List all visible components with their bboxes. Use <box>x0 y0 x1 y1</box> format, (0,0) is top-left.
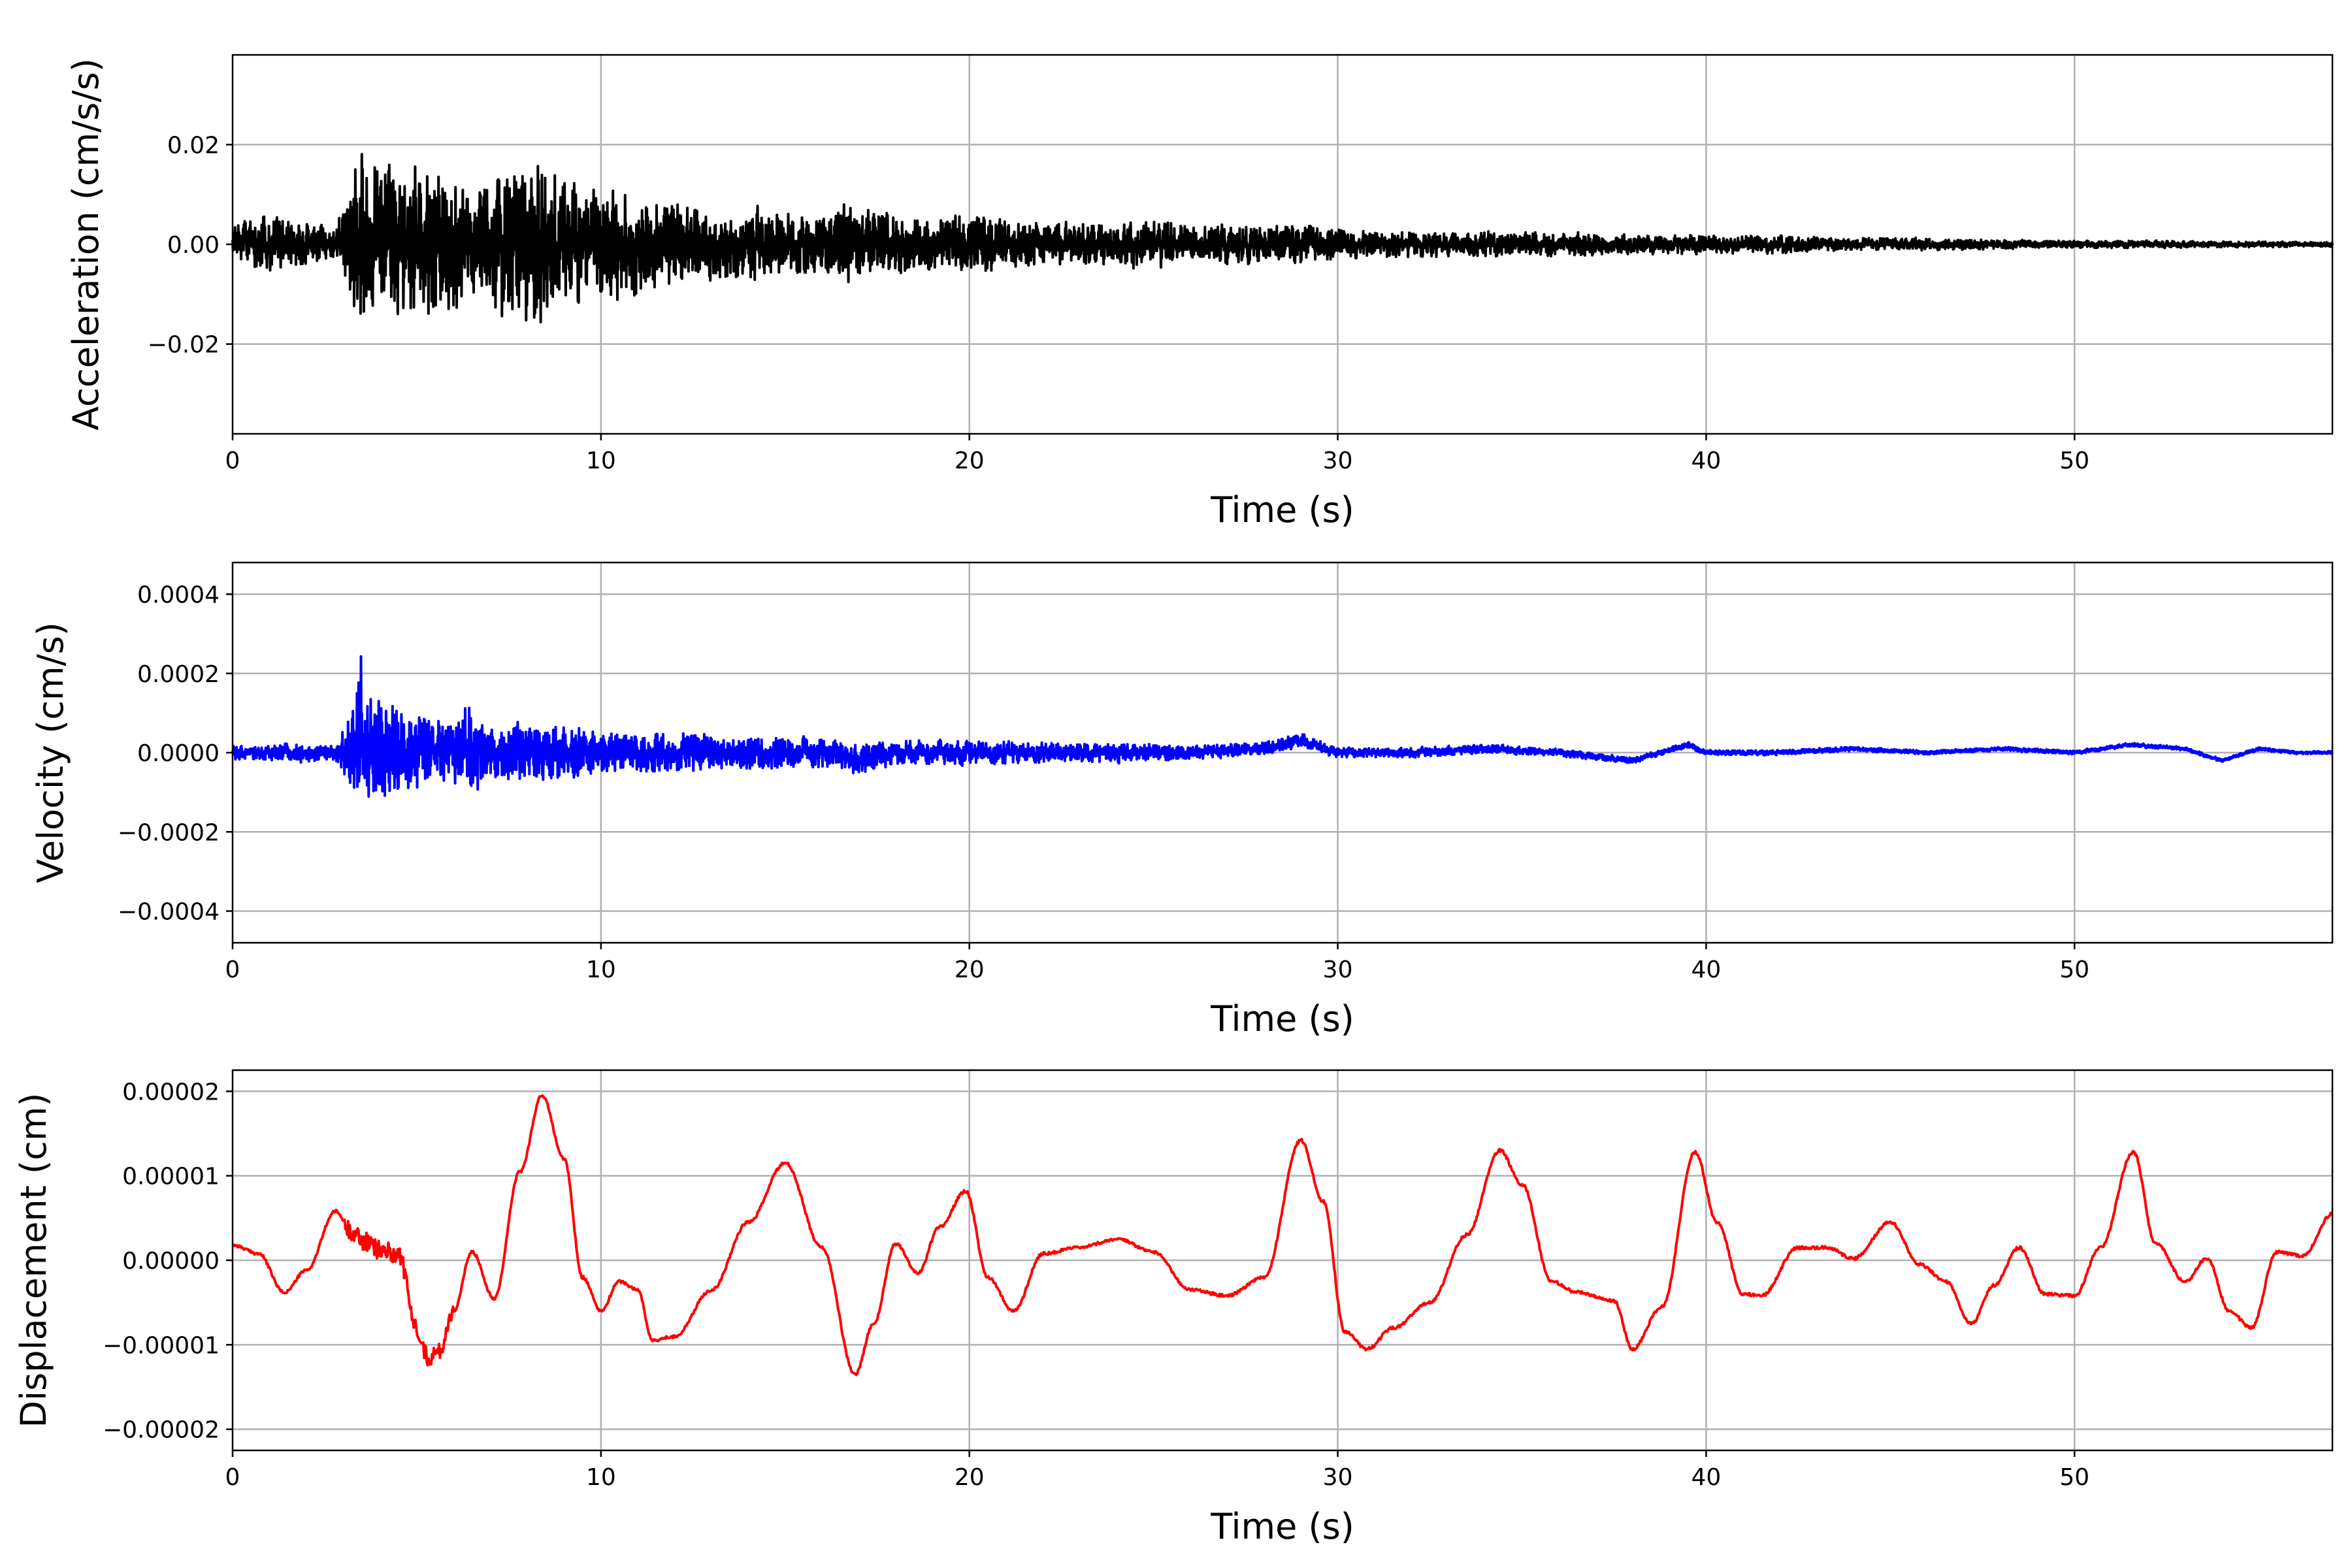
displacement-xtick-label-0: 0 <box>225 1464 240 1491</box>
displacement-xtick-label-4: 40 <box>1691 1464 1722 1491</box>
displacement-ytick-label-2: 0.00000 <box>122 1248 220 1275</box>
acceleration-ytick-label-1: 0.00 <box>167 232 220 259</box>
velocity-xtick-label-5: 50 <box>2059 956 2089 983</box>
velocity-ytick-label-3: 0.0002 <box>137 661 220 688</box>
velocity-ytick-label-1: −0.0002 <box>118 819 220 846</box>
velocity-ytick-label-4: 0.0004 <box>137 582 220 609</box>
velocity-xtick-label-1: 10 <box>586 956 616 983</box>
acceleration-xtick-label-3: 30 <box>1323 448 1353 474</box>
displacement-xtick-label-3: 30 <box>1323 1464 1353 1491</box>
acceleration-series-line <box>231 153 2334 323</box>
velocity-xtick-label-3: 30 <box>1323 956 1353 983</box>
acceleration-ytick-label-2: 0.02 <box>167 132 220 159</box>
velocity-xtick-label-0: 0 <box>225 956 240 983</box>
velocity-y-axis-label: Velocity (cm/s) <box>30 622 71 883</box>
displacement-series-line <box>232 1094 2333 1377</box>
velocity-series-line <box>231 655 2334 798</box>
velocity-ytick-label-2: 0.0000 <box>137 740 220 767</box>
acceleration-ytick-label-0: −0.02 <box>148 332 220 359</box>
velocity-ytick-label-0: −0.0004 <box>118 899 220 926</box>
acceleration-panel: 0 10 20 30 40 50 −0.02 0.00 0.02 Time (s) Accelera… <box>65 54 2334 531</box>
displacement-ytick-label-4: 0.00002 <box>122 1079 220 1105</box>
acceleration-xtick-label-4: 40 <box>1691 448 1722 474</box>
acceleration-xtick-label-5: 50 <box>2059 448 2089 474</box>
displacement-ytick-label-1: −0.00001 <box>103 1332 220 1359</box>
acceleration-xtick-label-2: 20 <box>955 448 985 474</box>
acceleration-x-axis-label: Time (s) <box>1210 489 1354 531</box>
acceleration-xtick-label-0: 0 <box>225 448 240 474</box>
velocity-x-axis-label: Time (s) <box>1210 998 1354 1039</box>
displacement-panel: 0 10 20 30 40 50 −0.00002 −0.00001 0.00000 0.0000… <box>13 1069 2334 1547</box>
displacement-ytick-label-3: 0.00001 <box>122 1164 220 1190</box>
displacement-x-axis-label: Time (s) <box>1210 1506 1354 1547</box>
displacement-ytick-label-0: −0.00002 <box>103 1417 220 1444</box>
acceleration-y-axis-label: Acceleration (cm/s/s) <box>65 58 106 431</box>
acceleration-xtick-label-1: 10 <box>586 448 616 474</box>
velocity-xtick-label-2: 20 <box>955 956 985 983</box>
velocity-xtick-label-4: 40 <box>1691 956 1722 983</box>
velocity-panel: 0 10 20 30 40 50 −0.0004 −0.0002 0.0000 0.0002 0.0… <box>30 561 2334 1039</box>
displacement-xtick-label-5: 50 <box>2059 1464 2089 1491</box>
displacement-y-axis-label: Displacement (cm) <box>13 1093 54 1428</box>
displacement-xtick-label-1: 10 <box>586 1464 616 1491</box>
displacement-xtick-label-2: 20 <box>955 1464 985 1491</box>
